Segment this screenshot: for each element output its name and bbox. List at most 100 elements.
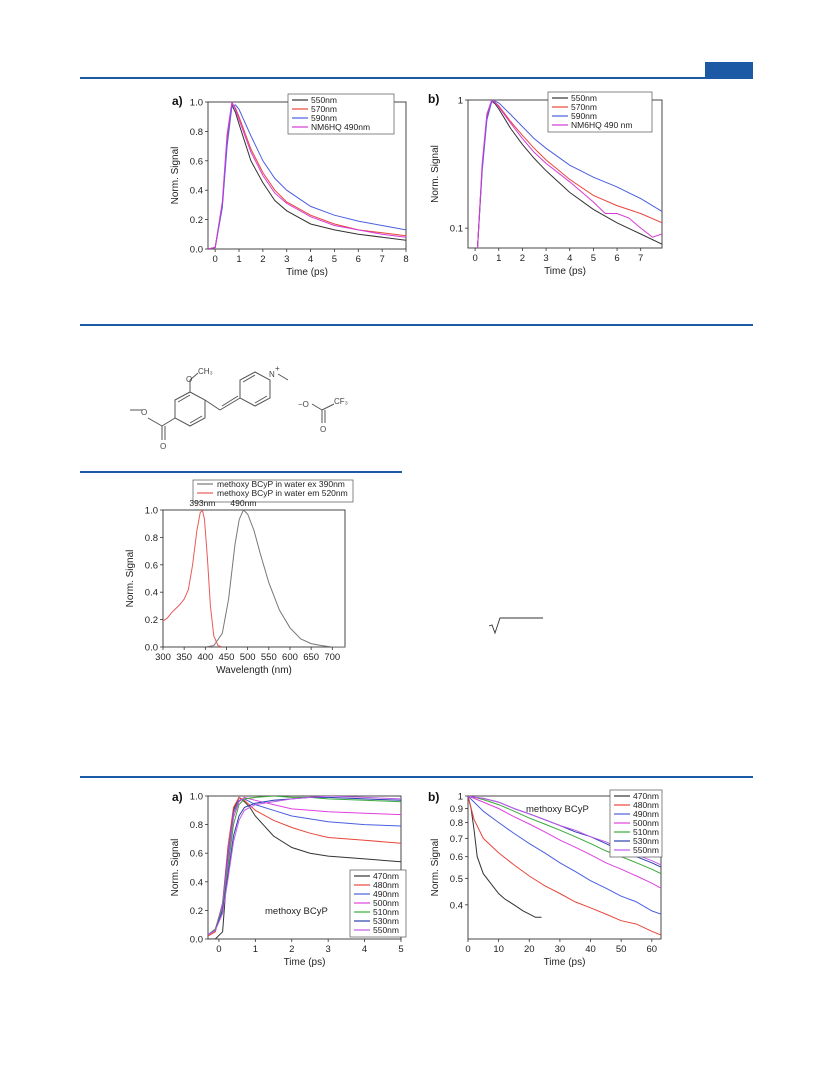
legend-entry: methoxy BCyP in water em 520nm [217, 488, 348, 498]
legend-entry: methoxy BCyP in water ex 390nm [217, 479, 345, 489]
section-rule-3 [80, 776, 753, 778]
x-tick-label: 600 [282, 652, 298, 663]
y-tick-label: 0.8 [450, 818, 463, 829]
x-tick-label: 500 [240, 652, 256, 663]
x-tick-label: 350 [176, 652, 192, 663]
legend-entry: NM6HQ 490nm [311, 122, 370, 132]
panel-label: a) [172, 94, 183, 108]
section-rule-2 [80, 471, 402, 473]
figure-3a: 0 1 2 3 4 5 0.0 0.2 0.4 0.6 0.8 1.0 Time (ps) Norm. S… [170, 790, 407, 968]
y-tick-label: 0.6 [450, 852, 463, 863]
series-line [208, 104, 406, 249]
legend-entry: 530nm [633, 836, 659, 846]
y-axis-label: Norm. Signal [430, 839, 441, 897]
x-tick-label: 30 [555, 944, 566, 955]
x-tick-label: 650 [303, 652, 319, 663]
y-tick-label: 0.6 [190, 156, 203, 167]
chem-label-plus: + [275, 364, 280, 373]
plot-annotation: methoxy BCyP [526, 804, 589, 815]
y-axis-label: Norm. Signal [430, 145, 441, 203]
y-tick-label: 1.0 [190, 98, 203, 109]
x-tick-label: 3 [326, 944, 331, 955]
x-tick-label: 8 [403, 254, 408, 265]
y-tick-label: 0.8 [145, 533, 158, 544]
figure-3b: 0 10 20 30 40 50 60 0.4 0.5 0.6 0.7 0.8 0.91 Time (ps… [428, 789, 663, 968]
y-axis-label: Norm. Signal [170, 839, 181, 897]
x-tick-label: 5 [332, 254, 337, 265]
legend-entry: 480nm [373, 880, 399, 890]
y-tick-label: 0.4 [190, 877, 203, 888]
x-tick-label: 7 [379, 254, 384, 265]
legend-entry: 490nm [373, 889, 399, 899]
y-tick-label: 0.6 [145, 560, 158, 571]
legend-entry: 500nm [633, 818, 659, 828]
x-tick-label: 4 [567, 253, 572, 264]
chem-label-o-ester-carbonyl: O [160, 442, 166, 451]
x-tick-label: 1 [496, 253, 501, 264]
chem-label-o-carbonyl: O [320, 425, 326, 434]
legend-entry: 470nm [633, 791, 659, 801]
x-tick-label: 7 [638, 253, 643, 264]
series-line [477, 100, 662, 248]
legend-entry: 500nm [373, 898, 399, 908]
y-tick-label: 0.4 [450, 900, 463, 911]
chem-label-o-minus: −O [298, 400, 309, 409]
x-tick-label: 6 [614, 253, 619, 264]
y-axis-label: Norm. Signal [125, 550, 136, 608]
y-tick-label: 0.8 [190, 127, 203, 138]
legend-entry: 470nm [373, 871, 399, 881]
y-tick-label: 0.2 [145, 615, 158, 626]
series-line [468, 796, 661, 889]
x-tick-label: 0 [472, 253, 477, 264]
x-tick-label: 2 [520, 253, 525, 264]
x-tick-label: 1 [236, 254, 241, 265]
y-tick-label: 0.9 [450, 804, 463, 815]
x-axis-label: Time (ps) [286, 267, 328, 278]
chemical-structure: CH₃ O N + −O CF₃ O O O [130, 364, 348, 451]
x-tick-label: 1 [253, 944, 258, 955]
top-rule [80, 77, 753, 79]
figure-1b: 0 1 2 3 4 5 6 7 0.1 1 Time (ps) Norm. Signal b) 550nm… [428, 91, 663, 277]
series-line [163, 510, 223, 647]
panel-label: a) [172, 790, 183, 804]
panel-label: b) [428, 92, 439, 106]
sqrt-symbol [488, 617, 543, 635]
legend-entry: 550nm [571, 93, 597, 103]
plot-annotation: methoxy BCyP [265, 906, 328, 917]
x-tick-label: 4 [362, 944, 367, 955]
y-tick-label: 0.2 [190, 215, 203, 226]
y-tick-label: 1.0 [190, 792, 203, 803]
chem-label-o-methoxy: O [186, 375, 192, 384]
peak-annotation: 393nm [189, 498, 215, 508]
x-axis-label: Time (ps) [544, 957, 586, 968]
series-line [468, 796, 661, 915]
series-line [208, 796, 401, 936]
legend-entry: 550nm [373, 925, 399, 935]
legend-entry: NM6HQ 490 nm [571, 120, 632, 130]
series-line [477, 100, 662, 248]
y-tick-label: 0.0 [190, 245, 203, 256]
x-tick-label: 550 [261, 652, 277, 663]
legend-entry: 590nm [311, 113, 337, 123]
y-tick-label: 0.4 [190, 186, 203, 197]
x-axis-label: Time (ps) [284, 957, 326, 968]
plot-frame [207, 795, 402, 940]
legend-entry: 510nm [633, 827, 659, 837]
series-line [208, 796, 401, 936]
x-tick-label: 300 [155, 652, 171, 663]
panel-label: b) [428, 790, 439, 804]
legend-entry: 480nm [633, 800, 659, 810]
legend-entry: 550nm [311, 95, 337, 105]
y-tick-label: 0.4 [145, 588, 158, 599]
y-tick-label: 1 [458, 792, 463, 803]
x-tick-label: 0 [213, 254, 218, 265]
y-tick-label: 0.1 [450, 224, 463, 235]
y-tick-label: 0.6 [190, 849, 203, 860]
x-axis-label: Wavelength (nm) [216, 665, 292, 676]
x-tick-label: 20 [524, 944, 535, 955]
x-tick-label: 700 [324, 652, 340, 663]
legend-entry: 530nm [373, 916, 399, 926]
figure-2: 300 350 400 450 500 550 600 650 700 0.0 0.2 0.4 0.6 0… [125, 479, 354, 676]
x-tick-label: 3 [543, 253, 548, 264]
corner-tab [705, 62, 753, 77]
